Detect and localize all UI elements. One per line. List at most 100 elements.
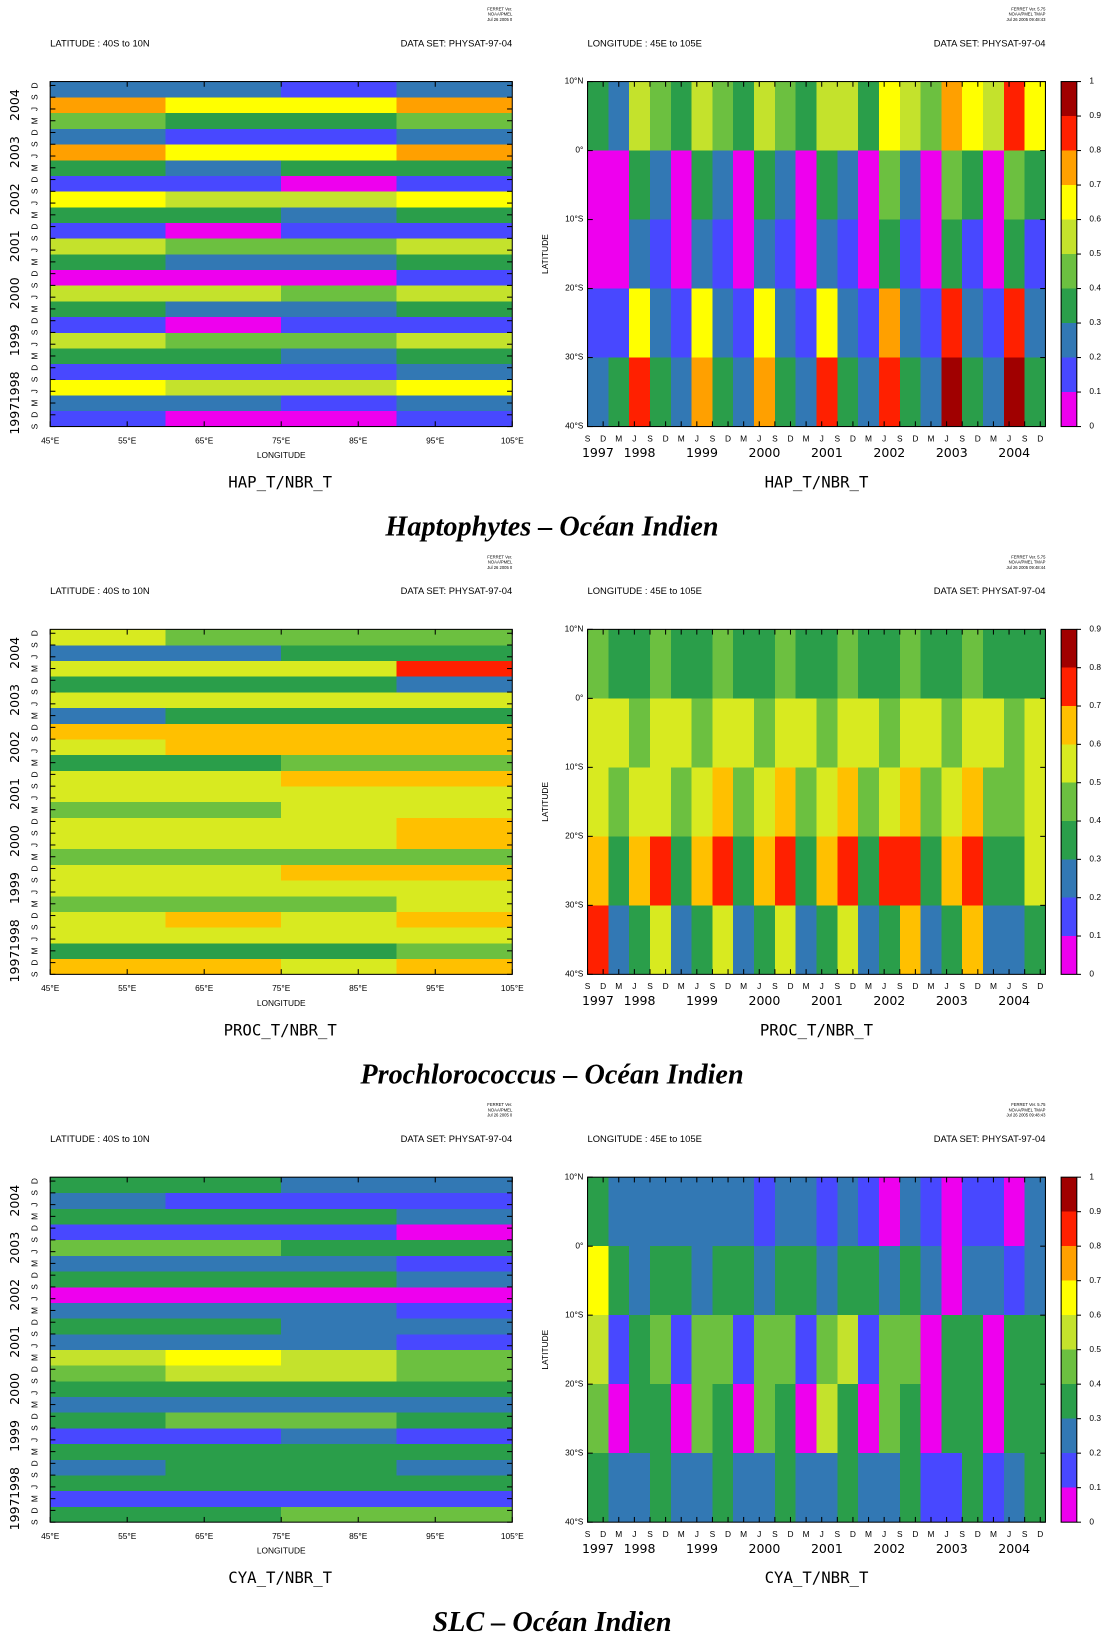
x-tick-label: S <box>585 981 591 991</box>
cell <box>587 767 609 837</box>
cell <box>165 238 282 255</box>
year-label: 2002 <box>873 445 905 460</box>
y-axis-label: LATITUDE <box>540 782 550 822</box>
x-axis-label: LONGITUDE <box>257 1546 306 1556</box>
stamp: Jul 26 2005 09:48:44 <box>1006 565 1046 570</box>
cell <box>733 1384 755 1454</box>
cell <box>962 1177 984 1247</box>
cell <box>1024 1453 1046 1523</box>
x-tick-label: D <box>975 1529 981 1539</box>
cell <box>50 880 167 897</box>
cell <box>608 288 630 358</box>
x-tick-label: M <box>678 1529 685 1539</box>
cell <box>837 81 859 151</box>
cell <box>691 357 713 427</box>
cell <box>396 1506 513 1523</box>
cell <box>50 1224 167 1241</box>
y-tick-label: D <box>30 224 40 230</box>
y-tick-label: D <box>30 129 40 135</box>
cell <box>50 238 167 255</box>
cell <box>281 958 398 975</box>
cell <box>281 1286 398 1303</box>
cell <box>396 363 513 380</box>
y-tick-label: J <box>30 1391 40 1395</box>
colorbar-swatch <box>1061 1418 1077 1454</box>
x-tick-label: J <box>820 981 824 991</box>
y-tick-label: D <box>30 630 40 636</box>
cell <box>670 1246 692 1316</box>
cell <box>649 767 672 837</box>
cell <box>920 81 942 151</box>
cell <box>587 1453 609 1523</box>
cell <box>670 81 692 151</box>
year-label: 2003 <box>7 684 22 716</box>
x-tick-label: D <box>663 433 669 443</box>
cell <box>281 1349 398 1366</box>
cell <box>165 1271 282 1288</box>
cell <box>281 395 398 412</box>
x-tick-label: J <box>882 1529 886 1539</box>
year-label: 2003 <box>936 445 968 460</box>
x-tick-label: 65°E <box>195 1531 214 1541</box>
cell <box>165 348 282 365</box>
y-tick-label: D <box>30 1366 40 1372</box>
year-label: 2003 <box>936 1541 968 1556</box>
y-tick-label: D <box>30 724 40 730</box>
cell <box>629 81 651 151</box>
cell <box>165 786 282 803</box>
y-tick-label: 20°S <box>565 283 584 293</box>
y-tick-label: J <box>30 749 40 753</box>
x-tick-label: D <box>787 1529 793 1539</box>
cell <box>712 905 734 975</box>
cell <box>1003 1384 1025 1454</box>
cell <box>50 1239 167 1256</box>
cell <box>1024 629 1046 699</box>
x-tick-label: 65°E <box>195 435 214 445</box>
stamp: FERRET Ver. <box>487 554 512 559</box>
cell <box>774 357 796 427</box>
plot-frame <box>587 628 1046 975</box>
cell <box>983 1177 1005 1247</box>
cell <box>165 833 282 850</box>
plot-frame <box>587 1176 1046 1523</box>
cell <box>165 645 282 662</box>
x-tick-label: 65°E <box>195 983 214 993</box>
cell <box>50 97 167 114</box>
year-label: 2002 <box>873 993 905 1008</box>
cell <box>165 285 282 302</box>
colorbar-label: 0.4 <box>1089 1378 1101 1388</box>
cell <box>281 348 398 365</box>
y-tick-label: D <box>30 412 40 418</box>
cell <box>396 801 513 818</box>
colorbar-swatch <box>1061 392 1077 427</box>
cell <box>712 219 734 289</box>
cell <box>899 767 921 837</box>
cell <box>587 698 609 768</box>
cell <box>396 97 513 114</box>
cell <box>920 1177 942 1247</box>
y-tick-label: S <box>30 94 40 100</box>
cell <box>733 836 755 906</box>
cell <box>165 723 282 740</box>
cell <box>50 707 167 724</box>
x-tick-label: M <box>740 981 747 991</box>
colorbar-swatch <box>1061 1384 1077 1419</box>
y-tick-label: S <box>30 188 40 194</box>
cell <box>396 379 513 396</box>
cell <box>50 786 167 803</box>
cell <box>608 698 630 768</box>
cell <box>587 836 609 906</box>
cell <box>50 1506 167 1523</box>
x-tick-label: 105°E <box>501 435 524 445</box>
y-tick-label: 30°S <box>565 900 584 910</box>
cell <box>281 175 398 192</box>
cell <box>712 1246 734 1316</box>
y-tick-label: M <box>30 947 40 954</box>
y-tick-label: J <box>30 655 40 659</box>
cell <box>649 905 672 975</box>
cell <box>396 1396 513 1413</box>
colorbar-label: 0.1 <box>1089 930 1101 940</box>
cell <box>1024 81 1046 151</box>
cell <box>649 698 672 768</box>
x-tick-label: 85°E <box>349 983 368 993</box>
